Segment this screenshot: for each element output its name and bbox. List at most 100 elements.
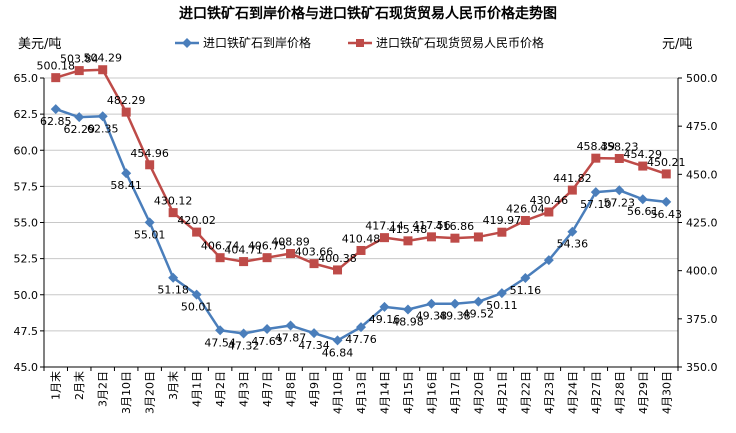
left-tick-label: 65.0: [14, 72, 39, 85]
data-point: [661, 169, 671, 179]
right-axis-ticks: 350.0 375.0 400.0 425.0 450.0 475.0 500.0: [678, 72, 718, 374]
data-point: [402, 304, 413, 315]
legend-item-rmb-price: 进口铁矿石现货贸易人民币价格: [348, 35, 544, 50]
data-point: [50, 104, 61, 115]
data-point: [426, 298, 437, 309]
data-point: [192, 227, 202, 237]
x-tick-label: 4月3日: [238, 371, 251, 407]
data-point: [614, 153, 624, 163]
right-tick-label: 425.0: [686, 217, 718, 230]
x-tick-label: 4月2日: [214, 371, 227, 407]
data-label: 417.14: [365, 220, 404, 233]
data-point: [426, 232, 436, 242]
data-point: [121, 107, 131, 117]
x-tick-label: 1月末: [49, 371, 63, 400]
data-point: [97, 111, 108, 122]
data-point: [590, 187, 601, 198]
data-point: [239, 257, 249, 267]
data-point: [379, 233, 389, 243]
left-axis-ticks: 45.0 47.5 50.0 52.5 55.0 57.5 60.0 62.5 65.0: [14, 72, 44, 374]
data-label: 62.35: [87, 122, 119, 135]
data-label: 47.87: [275, 332, 307, 345]
right-axis-label: 元/吨: [662, 37, 692, 52]
legend-label-rmb-price: 进口铁矿石现货贸易人民币价格: [376, 35, 544, 50]
data-point: [661, 196, 672, 207]
x-tick-label: 4月10日: [332, 371, 345, 414]
data-label: 454.96: [130, 147, 169, 160]
data-label: 47.34: [298, 339, 330, 352]
x-tick-label: 4月1日: [191, 371, 204, 407]
data-point: [309, 259, 319, 269]
x-tick-label: 4月8日: [285, 371, 298, 407]
data-point: [356, 322, 366, 333]
data-label: 458.39: [577, 140, 616, 153]
data-label: 403.66: [295, 246, 334, 259]
left-tick-label: 62.5: [14, 108, 39, 121]
data-point: [144, 217, 155, 228]
data-label: 430.12: [154, 195, 193, 208]
data-point: [145, 160, 155, 170]
data-label: 400.38: [318, 252, 357, 265]
data-label: 500.18: [36, 60, 75, 73]
data-label: 454.29: [624, 148, 663, 161]
data-label: 50.11: [486, 299, 518, 312]
data-point: [285, 320, 296, 331]
data-point: [403, 236, 413, 246]
x-tick-label: 4月24日: [566, 371, 579, 414]
data-label: 504.29: [83, 52, 122, 65]
left-tick-label: 60.0: [14, 144, 39, 157]
left-tick-label: 57.5: [14, 180, 39, 193]
data-label: 450.21: [647, 156, 686, 169]
left-tick-label: 55.0: [14, 217, 39, 230]
data-point: [614, 185, 625, 196]
right-tick-label: 500.0: [686, 72, 718, 85]
data-point: [449, 298, 460, 309]
legend-item-cif-price: 进口铁矿石到岸价格: [175, 35, 311, 50]
data-point: [473, 232, 483, 242]
right-tick-label: 350.0: [686, 361, 718, 374]
data-point: [333, 265, 343, 275]
chart-title: 进口铁矿石到岸价格与进口铁矿石现货贸易人民币价格走势图: [179, 5, 557, 22]
data-label: 62.85: [40, 115, 72, 128]
data-label: 55.01: [134, 228, 166, 241]
data-point: [379, 301, 390, 312]
data-label: 57.10: [580, 198, 612, 211]
data-label: 51.18: [157, 284, 189, 297]
x-tick-label: 4月17日: [449, 371, 462, 414]
data-label: 51.16: [510, 284, 542, 297]
data-point: [262, 253, 272, 263]
data-point: [168, 272, 179, 283]
data-point: [473, 296, 484, 307]
x-axis-ticks: 1月末 2月末 3月2日 3月10日 3月20日 3月末 4月1日 4月2日 4月3日 4月7日 4…: [43, 367, 679, 414]
data-point: [591, 153, 601, 163]
x-tick-label: 3月20日: [144, 371, 157, 414]
data-label: 49.38: [439, 310, 471, 323]
data-point: [98, 65, 108, 75]
x-tick-label: 4月13日: [355, 371, 368, 414]
data-label: 49.16: [369, 313, 401, 326]
data-label: 416.86: [436, 220, 475, 233]
data-point: [168, 208, 178, 218]
data-point: [567, 226, 578, 237]
data-label: 49.38: [416, 310, 448, 323]
data-point: [520, 272, 531, 283]
data-point: [74, 112, 85, 123]
right-tick-label: 375.0: [686, 313, 718, 326]
data-label: 430.46: [530, 194, 569, 207]
data-label: 47.54: [204, 336, 236, 349]
data-point: [544, 207, 554, 217]
x-tick-label: 4月22日: [519, 371, 532, 414]
data-point: [567, 185, 577, 195]
data-label: 410.48: [342, 232, 381, 245]
data-label: 408.89: [271, 236, 310, 249]
data-label: 47.76: [345, 333, 377, 346]
data-label: 47.32: [228, 339, 260, 352]
data-label: 406.75: [248, 240, 287, 253]
left-tick-label: 47.5: [14, 325, 39, 338]
data-point: [356, 245, 366, 255]
x-tick-label: 4月20日: [472, 371, 485, 414]
x-tick-label: 4月9日: [308, 371, 321, 407]
data-label: 48.98: [392, 315, 424, 328]
